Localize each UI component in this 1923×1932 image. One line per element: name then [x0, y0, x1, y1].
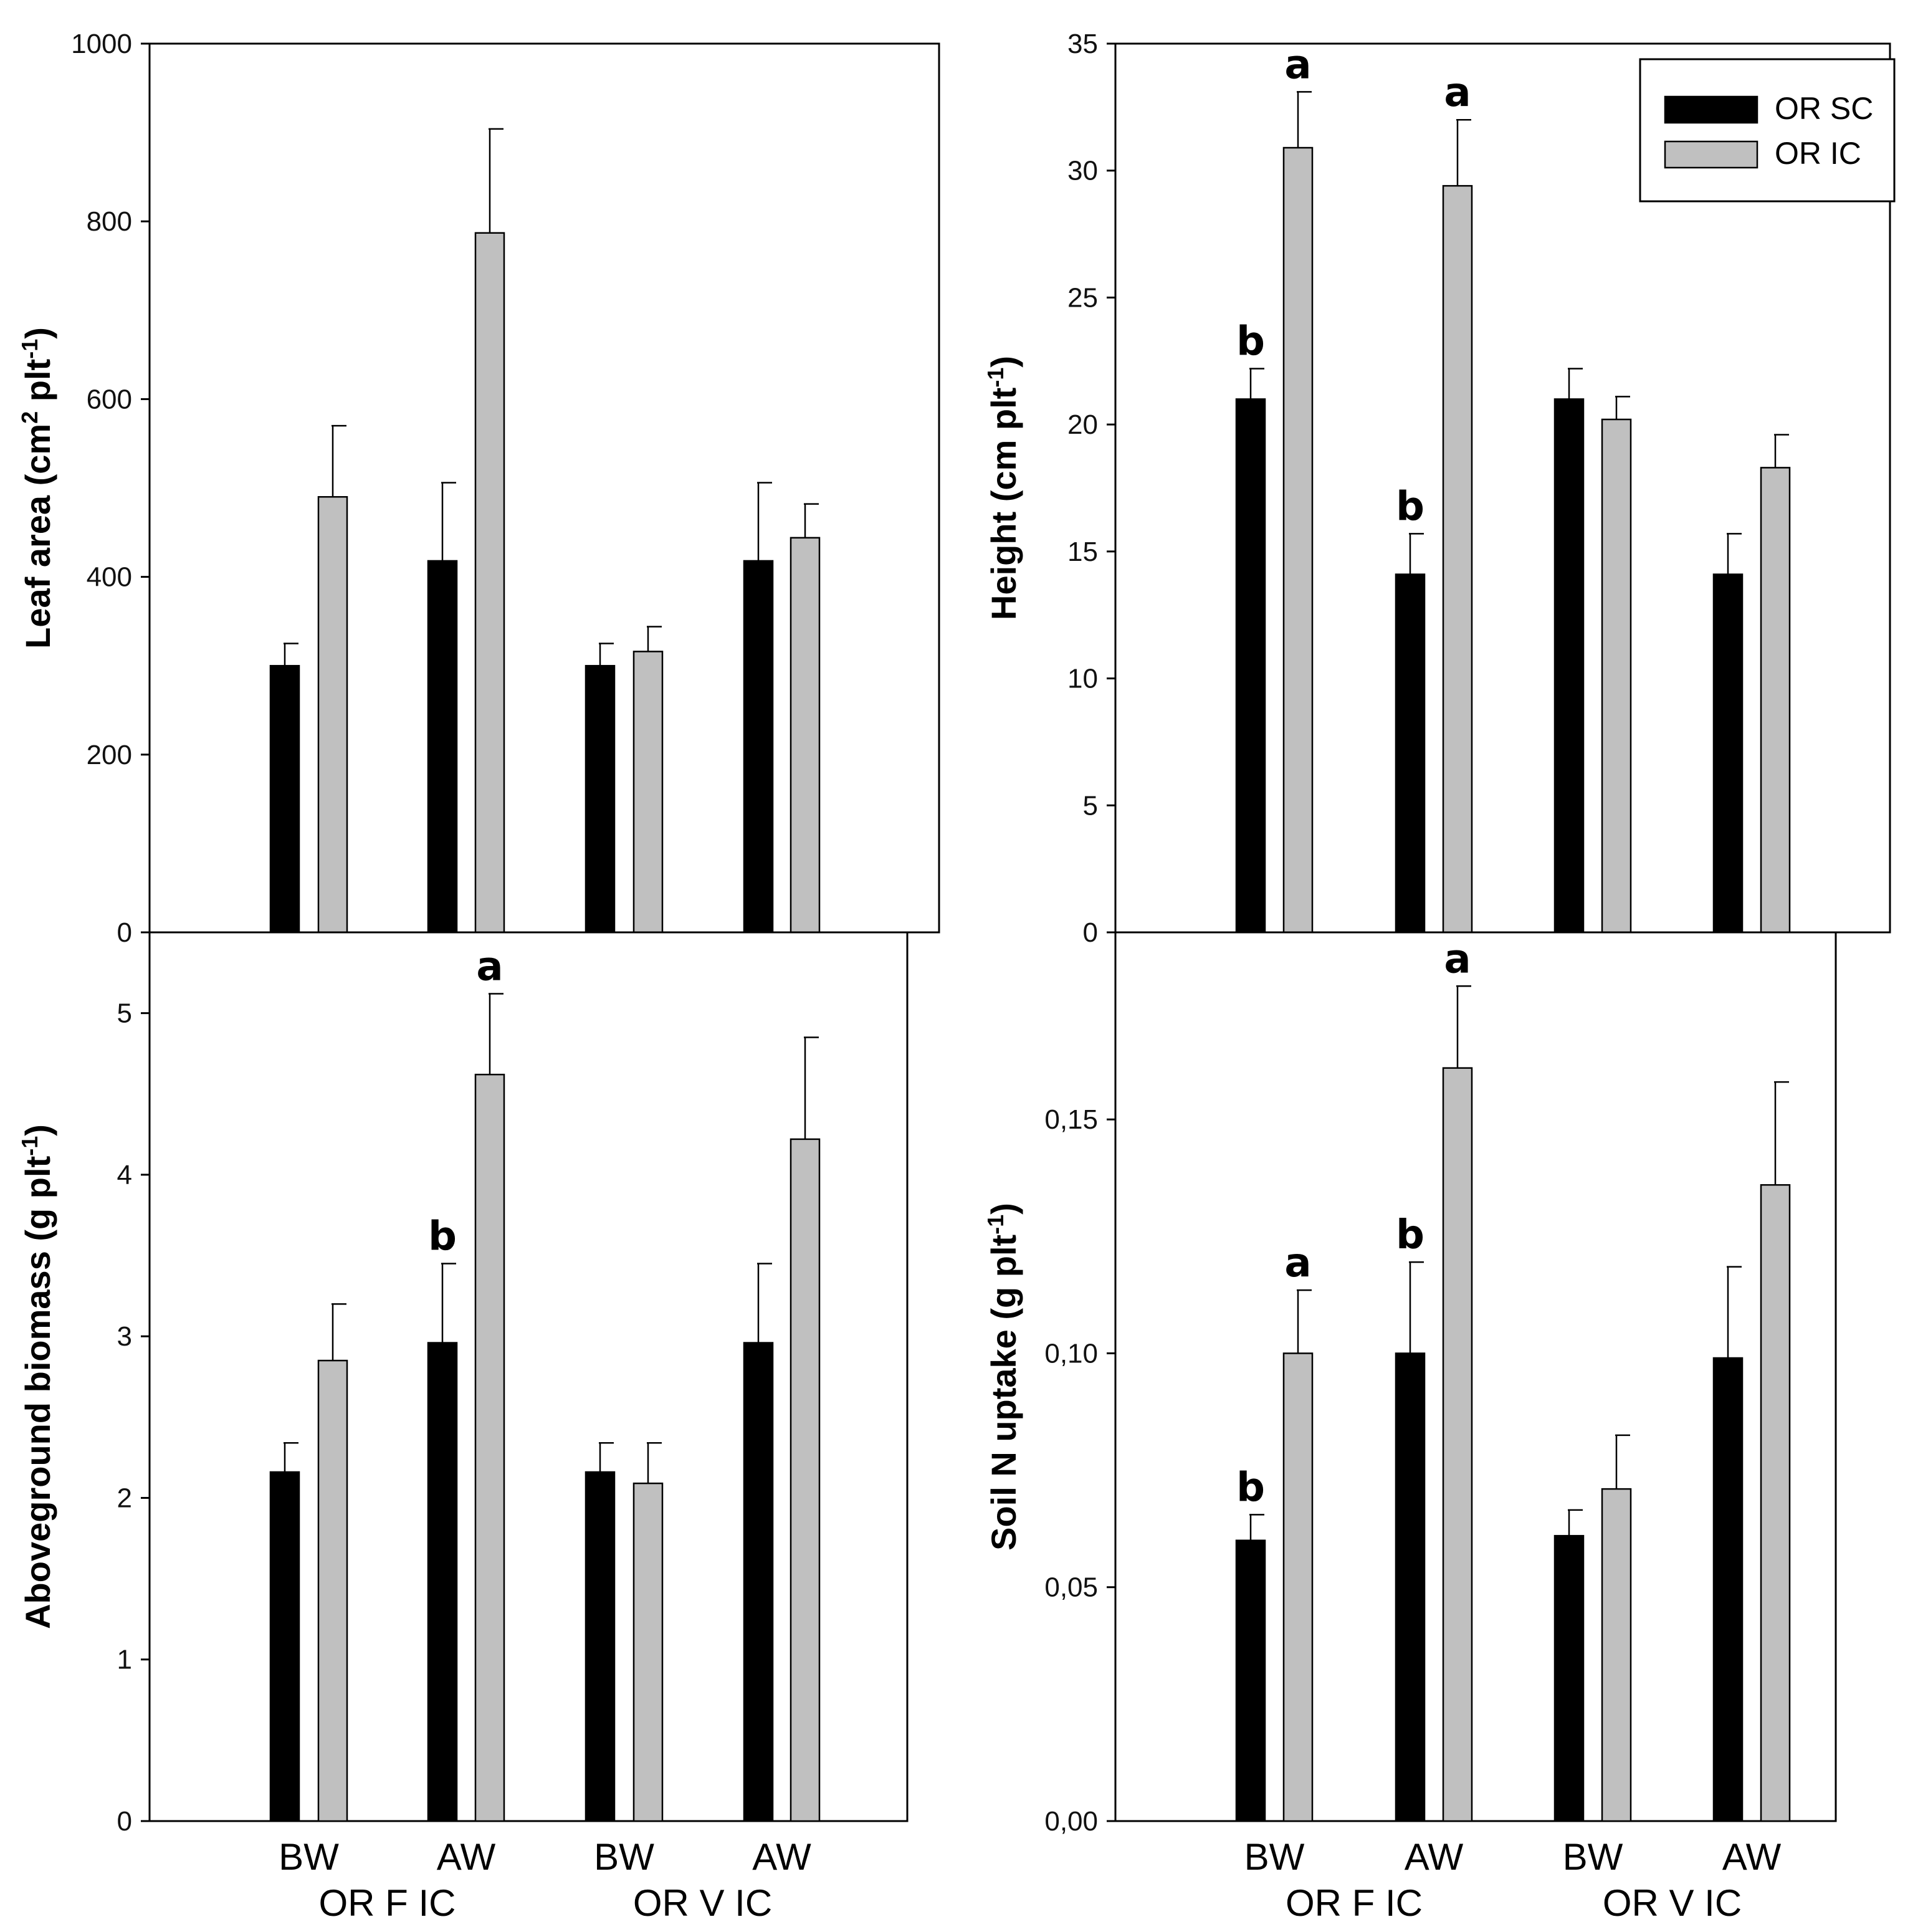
y-tick-label: 25 [1067, 282, 1098, 313]
panel-soil-n: 0,00 0,05 0,10 0,15 Soil N uptake (g plt-1) b… [983, 931, 1837, 1924]
x-category-label: AW [1722, 1836, 1782, 1878]
x-category-label: BW [279, 1836, 339, 1878]
y-tick-label: 20 [1067, 409, 1098, 440]
bar-or-sc [585, 664, 616, 934]
bar-or-sc [427, 1342, 458, 1822]
bar-or-ic [1760, 1184, 1791, 1822]
bar-or-sc [585, 1471, 616, 1822]
bar-or-sc [1553, 1534, 1585, 1822]
significance-letter: a [476, 944, 503, 990]
legend-label: OR IC [1775, 136, 1861, 171]
bar-or-ic [1601, 418, 1632, 934]
significance-letter: b [1396, 484, 1424, 530]
panel-leaf-area: 0 200 400 600 800 1000 Leaf area (cm2 plt-1) [17, 29, 940, 948]
bar-or-sc [269, 664, 300, 934]
axes-frame [148, 931, 909, 1822]
bar-or-ic [474, 1073, 505, 1822]
bar-or-sc [1712, 1357, 1744, 1822]
y-tick-label: 1 [117, 1645, 132, 1675]
significance-letter: b [428, 1214, 457, 1260]
significance-letter: a [1444, 70, 1471, 116]
y-tick-label: 5 [117, 998, 132, 1029]
bar-or-sc [743, 560, 774, 934]
bar-or-ic [317, 1359, 348, 1822]
y-tick-label: 600 [87, 384, 132, 414]
bar-or-sc [427, 560, 458, 934]
bar-or-sc [1395, 1352, 1426, 1822]
legend: OR SC OR IC [1639, 58, 1896, 203]
significance-letter: a [1284, 42, 1311, 88]
x-category-label: BW [594, 1836, 654, 1878]
y-tick-label: 0 [1083, 917, 1098, 948]
bar-or-ic [1282, 146, 1314, 934]
y-axis-title: Leaf area (cm2 plt-1) [17, 327, 58, 649]
y-tick-label: 4 [117, 1160, 132, 1190]
y-tick-label: 2 [117, 1483, 132, 1513]
legend-box [1639, 58, 1896, 203]
y-tick-label: 5 [1083, 790, 1098, 821]
y-tick-label: 800 [87, 206, 132, 237]
y-tick-label: 10 [1067, 664, 1098, 694]
bar-or-sc [743, 1342, 774, 1822]
bar-or-ic [1601, 1488, 1632, 1822]
panel-height: 0 5 10 15 20 25 30 35 Height (cm plt-1) b b a a OR SC… [983, 29, 1896, 948]
y-tick-label: 0,10 [1044, 1338, 1098, 1369]
y-tick-label: 400 [87, 562, 132, 593]
bar-or-ic [1442, 184, 1473, 934]
significance-letter: b [1236, 319, 1265, 365]
bar-or-sc [1395, 573, 1426, 934]
y-axis-title: Soil N uptake (g plt-1) [983, 1203, 1024, 1551]
y-tick-label: 1000 [71, 29, 132, 59]
x-group-label: OR F IC [1286, 1882, 1423, 1924]
y-tick-label: 35 [1067, 29, 1098, 59]
x-group-label: OR V IC [633, 1882, 772, 1924]
bar-or-ic [1760, 467, 1791, 934]
bar-or-ic [790, 1138, 821, 1822]
bar-or-ic [474, 232, 505, 934]
significance-letter: a [1444, 936, 1471, 982]
x-category-label: BW [1244, 1836, 1305, 1878]
bar-or-ic [1442, 1067, 1473, 1822]
y-tick-label: 200 [87, 740, 132, 770]
x-group-label: OR V IC [1603, 1882, 1742, 1924]
panel-biomass: 0 1 2 3 4 5 Aboveground biomass (g plt-1) b a BW A… [17, 931, 909, 1924]
bar-or-sc [1235, 1539, 1266, 1822]
y-tick-label: 30 [1067, 156, 1098, 186]
y-tick-label: 0,05 [1044, 1572, 1098, 1603]
legend-swatch-or-sc [1664, 95, 1758, 124]
legend-label: OR SC [1775, 91, 1873, 126]
y-tick-label: 0,00 [1044, 1806, 1098, 1837]
bar-or-ic [632, 1482, 664, 1822]
significance-letter: a [1284, 1240, 1311, 1286]
bar-or-sc [1235, 398, 1266, 934]
y-axis-title: Height (cm plt-1) [983, 356, 1024, 620]
legend-swatch-or-ic [1664, 140, 1758, 169]
y-tick-label: 3 [117, 1321, 132, 1352]
x-category-label: BW [1563, 1836, 1623, 1878]
axes-frame [1114, 931, 1837, 1822]
significance-letter: b [1396, 1212, 1424, 1258]
significance-letter: b [1236, 1465, 1265, 1511]
bar-or-sc [1553, 398, 1585, 934]
y-tick-label: 0 [117, 1806, 132, 1837]
y-tick-label: 15 [1067, 537, 1098, 567]
y-tick-label: 0 [117, 917, 132, 948]
bar-or-ic [632, 651, 664, 934]
x-category-label: AW [1405, 1836, 1464, 1878]
x-category-label: AW [437, 1836, 496, 1878]
bar-or-sc [1712, 573, 1744, 934]
bar-or-ic [1282, 1352, 1314, 1822]
y-axis-title: Aboveground biomass (g plt-1) [17, 1124, 58, 1629]
bar-or-ic [790, 537, 821, 934]
x-category-label: AW [752, 1836, 811, 1878]
bar-or-sc [269, 1471, 300, 1822]
bar-or-ic [317, 496, 348, 934]
x-group-label: OR F IC [319, 1882, 456, 1924]
y-tick-label: 0,15 [1044, 1104, 1098, 1135]
